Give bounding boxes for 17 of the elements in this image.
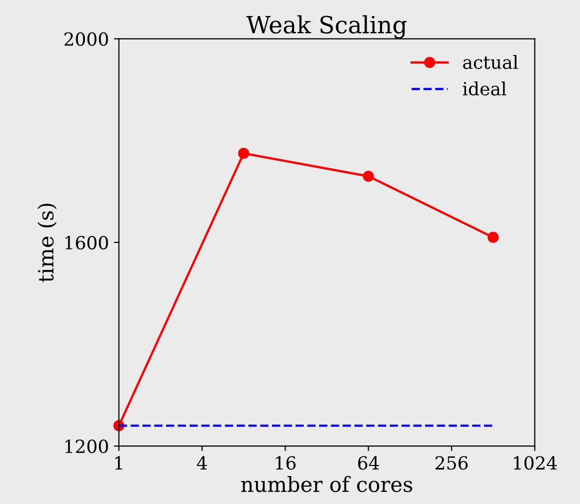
y-tick-label: 1600 — [65, 236, 108, 250]
y-tick-label: 2000 — [64, 32, 108, 46]
point — [488, 232, 499, 243]
x-tick-label: 16 — [276, 456, 296, 470]
x-tick-label: 256 — [436, 456, 468, 470]
chart-title: Weak Scaling — [246, 15, 407, 38]
x-axis-title: number of cores — [241, 476, 412, 492]
y-tick-label: 1200 — [65, 440, 108, 454]
legend-label: ideal — [462, 82, 506, 96]
x-tick-label: 64 — [358, 456, 379, 470]
x-tick-label: 1 — [115, 456, 122, 470]
legend-label: actual — [463, 55, 518, 70]
point — [238, 148, 250, 159]
x-tick-label: 4 — [196, 456, 207, 470]
x-tick-label: 1024 — [514, 456, 557, 470]
y-axis-title: time (s) — [38, 204, 57, 282]
point — [362, 170, 374, 182]
